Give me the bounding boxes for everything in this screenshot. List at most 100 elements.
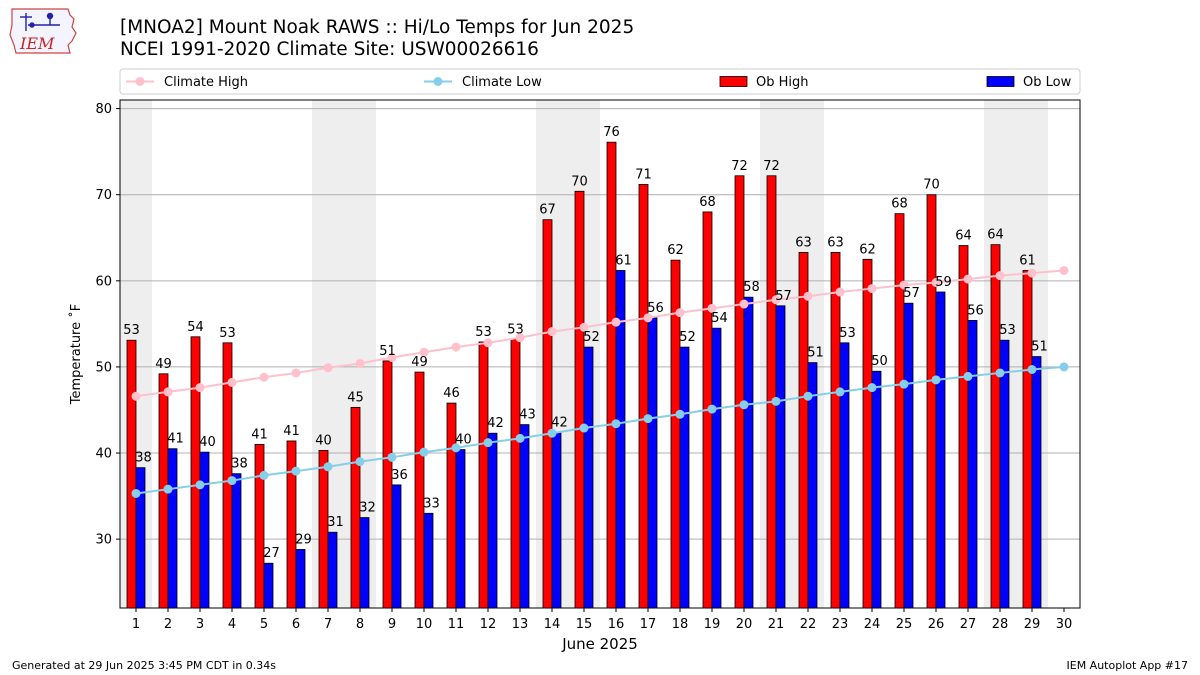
x-tick-label-12: 12 bbox=[480, 617, 497, 632]
ob-low-label-day-21: 57 bbox=[775, 289, 792, 304]
x-tick-label-15: 15 bbox=[576, 617, 593, 632]
y-tick-label-40: 40 bbox=[95, 447, 112, 462]
iem-logo: IEM bbox=[8, 5, 80, 63]
ob-low-label-day-25: 57 bbox=[903, 286, 920, 301]
x-axis-label: June 2025 bbox=[561, 635, 638, 653]
climate-low-point-day-27 bbox=[963, 371, 973, 381]
x-tick-label-19: 19 bbox=[704, 617, 721, 632]
ob-high-label-day-5: 41 bbox=[251, 427, 268, 442]
ob-low-bar-day-6 bbox=[295, 549, 306, 609]
ob-high-bar-day-29 bbox=[1022, 270, 1033, 609]
climate-high-point-day-6 bbox=[291, 368, 301, 378]
ob-low-bar-day-17 bbox=[647, 317, 658, 609]
ob-low-label-day-12: 42 bbox=[487, 416, 504, 431]
climate-high-point-day-26 bbox=[931, 278, 941, 288]
ob-high-label-day-7: 40 bbox=[315, 433, 332, 448]
x-tick-label-7: 7 bbox=[324, 617, 332, 632]
ob-high-bar-day-12 bbox=[478, 341, 489, 609]
ob-low-label-day-15: 52 bbox=[583, 330, 600, 345]
ob-low-label-day-14: 42 bbox=[551, 415, 568, 430]
ob-low-bar-day-27 bbox=[967, 320, 978, 609]
x-tick-label-21: 21 bbox=[768, 617, 785, 632]
ob-high-label-day-13: 53 bbox=[507, 322, 524, 337]
plot-frame bbox=[119, 99, 1081, 609]
x-tick-label-9: 9 bbox=[388, 617, 396, 632]
ob-low-label-day-11: 40 bbox=[455, 433, 472, 448]
legend-marker-climate-high bbox=[135, 77, 145, 86]
ob-low-bar-day-26 bbox=[935, 291, 946, 609]
x-tick-label-26: 26 bbox=[928, 617, 945, 632]
ob-high-bar-day-14 bbox=[542, 219, 553, 609]
climate-high-point-day-13 bbox=[515, 333, 525, 343]
x-tick-label-2: 2 bbox=[164, 617, 172, 632]
ob-low-label-day-5: 27 bbox=[263, 546, 280, 561]
x-tick-label-13: 13 bbox=[512, 617, 529, 632]
climate-low-point-day-18 bbox=[675, 409, 685, 419]
ob-low-label-day-7: 31 bbox=[327, 515, 344, 530]
climate-high-point-day-27 bbox=[963, 274, 973, 284]
climate-high-point-day-19 bbox=[707, 303, 717, 313]
ob-high-bar-day-28 bbox=[990, 244, 1001, 609]
climate-low-point-day-15 bbox=[579, 423, 589, 433]
ob-high-bar-day-9 bbox=[382, 360, 393, 609]
legend-label-ob-low: Ob Low bbox=[1023, 75, 1072, 90]
ob-high-bar-day-1 bbox=[126, 339, 137, 609]
ob-high-label-day-19: 68 bbox=[699, 195, 716, 210]
climate-low-point-day-16 bbox=[611, 419, 621, 429]
climate-low-point-day-10 bbox=[419, 447, 429, 457]
climate-high-point-day-24 bbox=[867, 284, 877, 294]
ob-low-label-day-6: 29 bbox=[295, 532, 312, 547]
climate-high-point-day-25 bbox=[899, 280, 909, 290]
ob-low-label-day-3: 40 bbox=[199, 435, 216, 450]
climate-low-point-day-14 bbox=[547, 428, 557, 438]
x-tick-label-4: 4 bbox=[228, 617, 236, 632]
ob-high-label-day-25: 68 bbox=[891, 197, 908, 212]
logo-text: IEM bbox=[19, 34, 55, 53]
x-tick-label-8: 8 bbox=[356, 617, 364, 632]
ob-low-bar-day-25 bbox=[903, 302, 914, 609]
ob-high-bar-day-27 bbox=[958, 245, 969, 609]
ob-low-label-day-1: 38 bbox=[135, 451, 152, 466]
climate-low-point-day-6 bbox=[291, 466, 301, 476]
ob-low-label-day-23: 53 bbox=[839, 326, 856, 341]
ob-high-label-day-20: 72 bbox=[731, 159, 748, 174]
bars bbox=[126, 141, 1042, 609]
climate-high-point-day-21 bbox=[771, 295, 781, 305]
ob-low-bar-day-23 bbox=[839, 342, 850, 609]
ob-low-bar-day-1 bbox=[135, 467, 146, 609]
ob-high-label-day-21: 72 bbox=[763, 159, 780, 174]
climate-low-point-day-9 bbox=[387, 452, 397, 462]
ob-high-label-day-3: 54 bbox=[187, 320, 204, 335]
climate-low-point-day-13 bbox=[515, 433, 525, 443]
ob-high-bar-day-26 bbox=[926, 194, 937, 609]
climate-low-point-day-22 bbox=[803, 391, 813, 401]
ob-high-label-day-29: 61 bbox=[1019, 253, 1036, 268]
climate-high-point-day-3 bbox=[195, 383, 205, 393]
ob-high-bar-day-20 bbox=[734, 175, 745, 609]
chart-title-line1: [MNOA2] Mount Noak RAWS :: Hi/Lo Temps f… bbox=[120, 17, 635, 38]
ob-high-label-day-28: 64 bbox=[987, 228, 1004, 243]
ob-low-label-day-28: 53 bbox=[999, 323, 1016, 338]
x-tick-label-10: 10 bbox=[416, 617, 433, 632]
ob-high-bar-day-24 bbox=[862, 258, 873, 609]
ob-high-label-day-14: 67 bbox=[539, 203, 556, 218]
ob-high-bar-day-23 bbox=[830, 251, 841, 609]
ob-low-label-day-4: 38 bbox=[231, 457, 248, 472]
x-tick-label-6: 6 bbox=[292, 617, 300, 632]
ob-low-label-day-20: 58 bbox=[743, 280, 760, 295]
climate-low-point-day-28 bbox=[995, 368, 1005, 378]
climate-high-point-day-17 bbox=[643, 313, 653, 323]
ob-high-label-day-2: 49 bbox=[155, 357, 172, 372]
climate-high-point-day-5 bbox=[259, 372, 269, 382]
climate-high-point-day-2 bbox=[163, 387, 173, 397]
ob-high-label-day-11: 46 bbox=[443, 386, 460, 401]
climate-high-point-day-18 bbox=[675, 308, 685, 318]
x-tick-label-29: 29 bbox=[1024, 617, 1041, 632]
climate-high-point-day-7 bbox=[323, 363, 333, 373]
climate-high-point-day-16 bbox=[611, 317, 621, 327]
ob-high-bar-day-17 bbox=[638, 183, 649, 609]
y-tick-label-50: 50 bbox=[95, 360, 112, 375]
ob-low-bar-day-15 bbox=[583, 346, 594, 609]
